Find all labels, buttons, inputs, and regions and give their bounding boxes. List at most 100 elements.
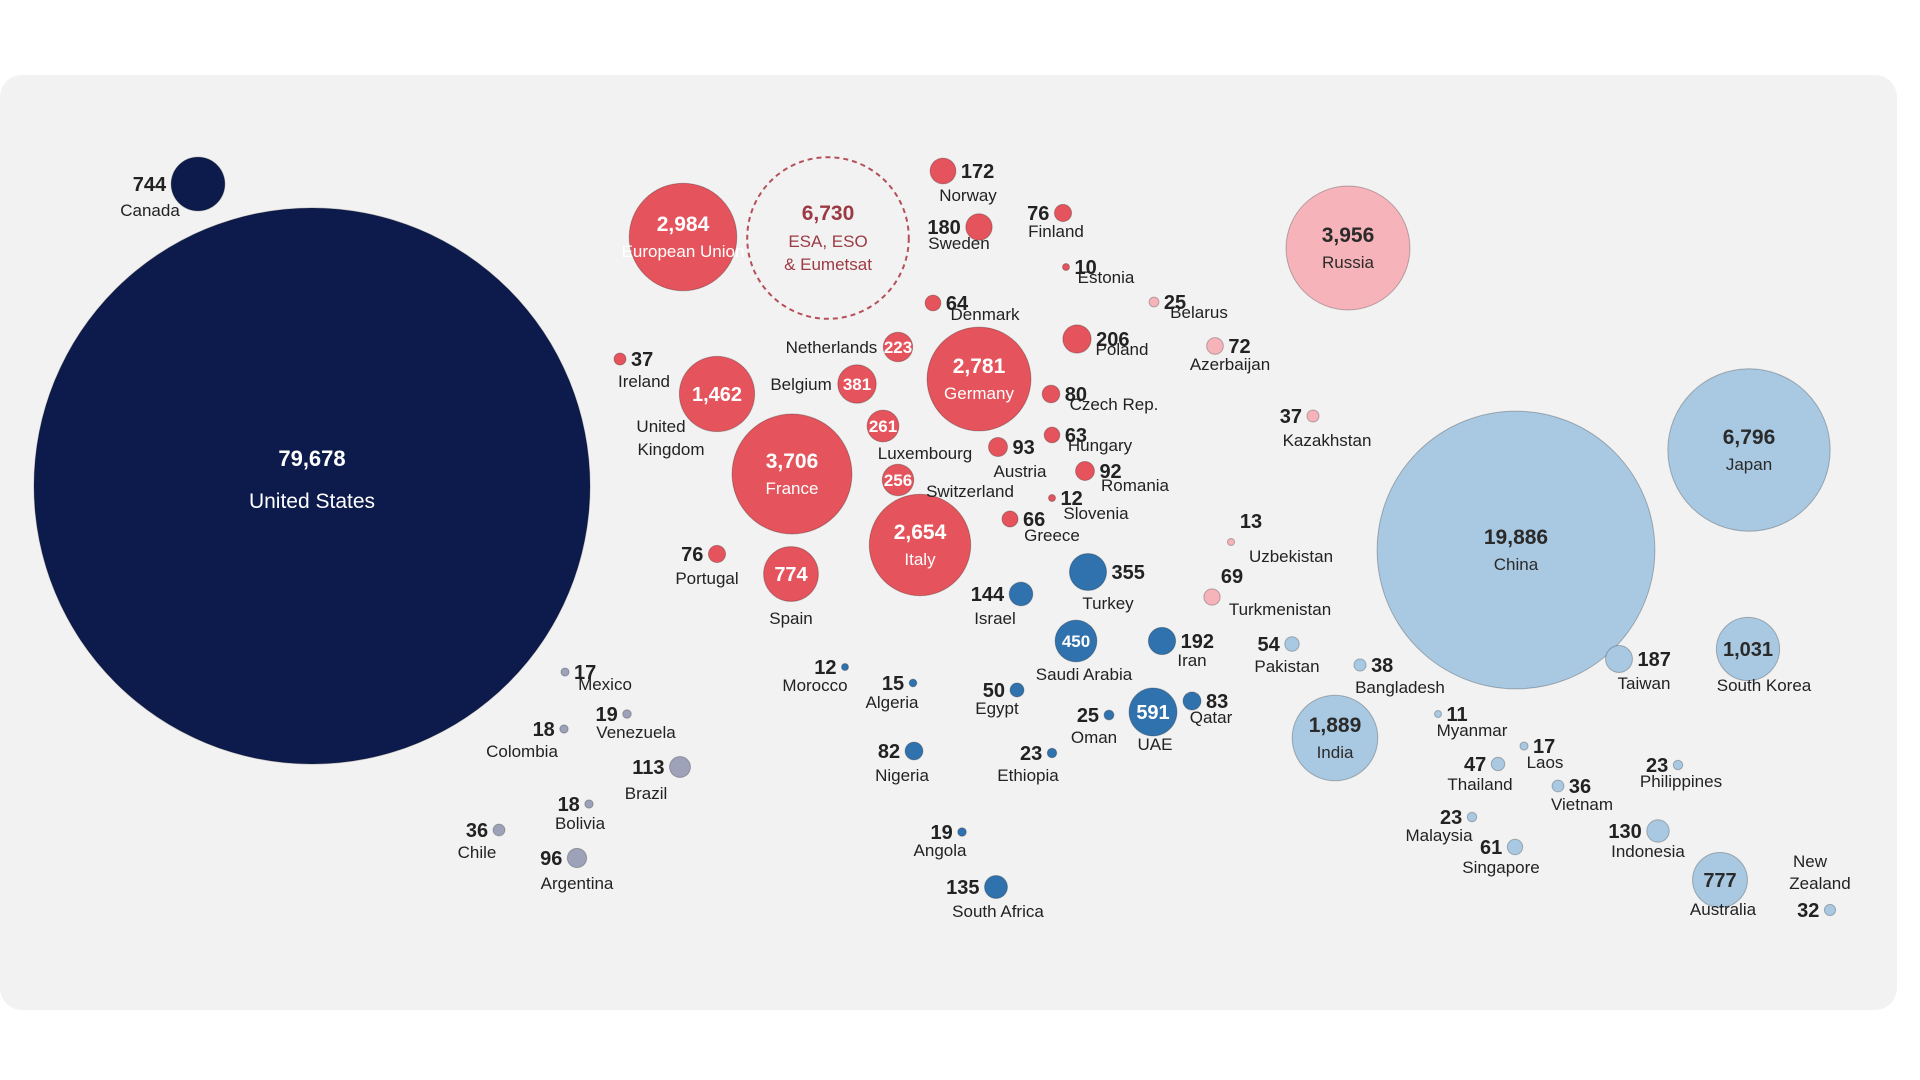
bubble-venezuela	[622, 709, 632, 719]
name-label-chile: Chile	[458, 843, 497, 862]
value-label-ireland: 37	[631, 349, 653, 371]
name-label-colombia: Colombia	[486, 742, 558, 761]
value-label-estonia: 10	[1075, 257, 1097, 279]
value-label-laos: 17	[1533, 736, 1555, 758]
name-label-israel: Israel	[974, 609, 1016, 628]
value-label-philippines: 23	[1646, 755, 1668, 777]
value-label-esa-eso-eumetsat: 6,730	[802, 202, 855, 225]
value-label-algeria: 15	[882, 673, 904, 695]
value-label-united-states: 79,678	[278, 446, 345, 471]
value-label-india: 1,889	[1309, 714, 1362, 737]
value-label-romania: 92	[1099, 461, 1121, 483]
bubble-poland	[1062, 324, 1092, 354]
bubble-netherlands	[882, 331, 914, 363]
bubble-pakistan	[1284, 636, 1300, 652]
value-label-turkey: 355	[1112, 562, 1145, 584]
bubble-ireland	[613, 352, 627, 366]
value-label-chile: 36	[466, 820, 488, 842]
name-label-saudi-arabia: Saudi Arabia	[1036, 665, 1133, 684]
bubble-india	[1291, 694, 1379, 782]
name-label-czech-rep: Czech Rep.	[1070, 395, 1159, 414]
bubble-turkey	[1068, 552, 1108, 592]
bubble-spain	[763, 546, 819, 602]
value-label-kazakhstan: 37	[1280, 406, 1302, 428]
bubble-japan	[1667, 368, 1831, 532]
value-label-qatar: 83	[1206, 691, 1228, 713]
name-label-ireland: Ireland	[618, 372, 670, 391]
bubble-austria	[988, 437, 1008, 457]
value-label-uzbekistan: 13	[1240, 511, 1262, 533]
bubble-philippines	[1672, 759, 1684, 771]
bubble-australia	[1692, 852, 1748, 908]
value-label-australia: 777	[1703, 870, 1736, 892]
name-label-italy: Italy	[904, 550, 936, 569]
value-label-iran: 192	[1181, 631, 1214, 653]
name-label-denmark: Denmark	[951, 305, 1020, 324]
name-label-malaysia: Malaysia	[1405, 826, 1473, 845]
name-label-esa-eso-eumetsat-2: & Eumetsat	[784, 255, 872, 274]
bubble-chile	[492, 823, 506, 837]
value-label-angola: 19	[930, 822, 952, 844]
bubble-taiwan	[1605, 645, 1633, 673]
value-label-hungary: 63	[1065, 425, 1087, 447]
value-label-indonesia: 130	[1608, 821, 1641, 843]
value-label-finland: 76	[1027, 203, 1049, 225]
name-label-uzbekistan: Uzbekistan	[1249, 547, 1333, 566]
value-label-myanmar: 11	[1447, 704, 1468, 726]
value-label-japan: 6,796	[1723, 426, 1776, 449]
value-label-portugal: 76	[681, 544, 703, 566]
bubble-belarus	[1148, 296, 1160, 308]
bubble-united-kingdom	[678, 355, 756, 433]
value-label-netherlands: 223	[884, 338, 912, 357]
bubble-russia	[1285, 185, 1411, 311]
value-label-sweden: 180	[927, 217, 960, 239]
value-label-brazil: 113	[632, 757, 664, 779]
bubble-belgium	[837, 364, 877, 404]
name-label-argentina: Argentina	[541, 874, 614, 893]
bubble-azerbaijan	[1206, 337, 1224, 355]
bubble-laos	[1519, 741, 1529, 751]
bubble-turkmenistan	[1203, 588, 1221, 606]
name-label-estonia: Estonia	[1078, 268, 1135, 287]
bubble-algeria	[908, 678, 918, 688]
value-label-china: 19,886	[1484, 526, 1548, 549]
value-label-bolivia: 18	[558, 794, 580, 816]
bubble-switzerland	[881, 463, 915, 497]
name-label-thailand: Thailand	[1447, 775, 1512, 794]
bubble-angola	[957, 827, 967, 837]
name-label-european-union: European Union	[622, 242, 745, 261]
value-label-germany: 2,781	[953, 355, 1006, 378]
name-label-south-korea: South Korea	[1717, 676, 1812, 695]
value-label-malaysia: 23	[1440, 807, 1462, 829]
name-label-poland: Poland	[1096, 340, 1149, 359]
name-label-uae: UAE	[1138, 735, 1173, 754]
bubble-brazil	[669, 756, 691, 778]
value-label-european-union: 2,984	[657, 213, 710, 236]
value-label-canada: 744	[133, 174, 167, 196]
name-label-france: France	[766, 479, 819, 498]
name-label-morocco: Morocco	[782, 676, 847, 695]
name-label-bangladesh: Bangladesh	[1355, 678, 1445, 697]
name-label-japan: Japan	[1726, 455, 1772, 474]
bubble-malaysia	[1466, 811, 1478, 823]
value-label-denmark: 64	[946, 293, 969, 315]
value-label-norway: 172	[961, 161, 994, 183]
value-label-colombia: 18	[533, 719, 555, 741]
name-label-slovenia: Slovenia	[1063, 504, 1129, 523]
value-label-greece: 66	[1023, 509, 1045, 531]
name-label-myanmar: Myanmar	[1437, 721, 1508, 740]
name-label-new-zealand-2: Zealand	[1789, 874, 1850, 893]
bubble-morocco	[841, 663, 849, 671]
value-label-argentina: 96	[540, 848, 562, 870]
bubble-france	[731, 413, 853, 535]
name-label-kazakhstan: Kazakhstan	[1283, 431, 1372, 450]
name-label-brazil: Brazil	[625, 784, 668, 803]
bubble-european-union	[628, 182, 738, 292]
value-label-egypt: 50	[983, 680, 1005, 702]
value-label-south-korea: 1,031	[1723, 639, 1773, 661]
bubble-argentina	[566, 847, 588, 869]
name-label-esa-eso-eumetsat: ESA, ESO	[788, 232, 867, 251]
value-label-spain: 774	[774, 564, 808, 586]
value-label-nigeria: 82	[878, 741, 900, 763]
bubble-luxembourg	[866, 409, 900, 443]
